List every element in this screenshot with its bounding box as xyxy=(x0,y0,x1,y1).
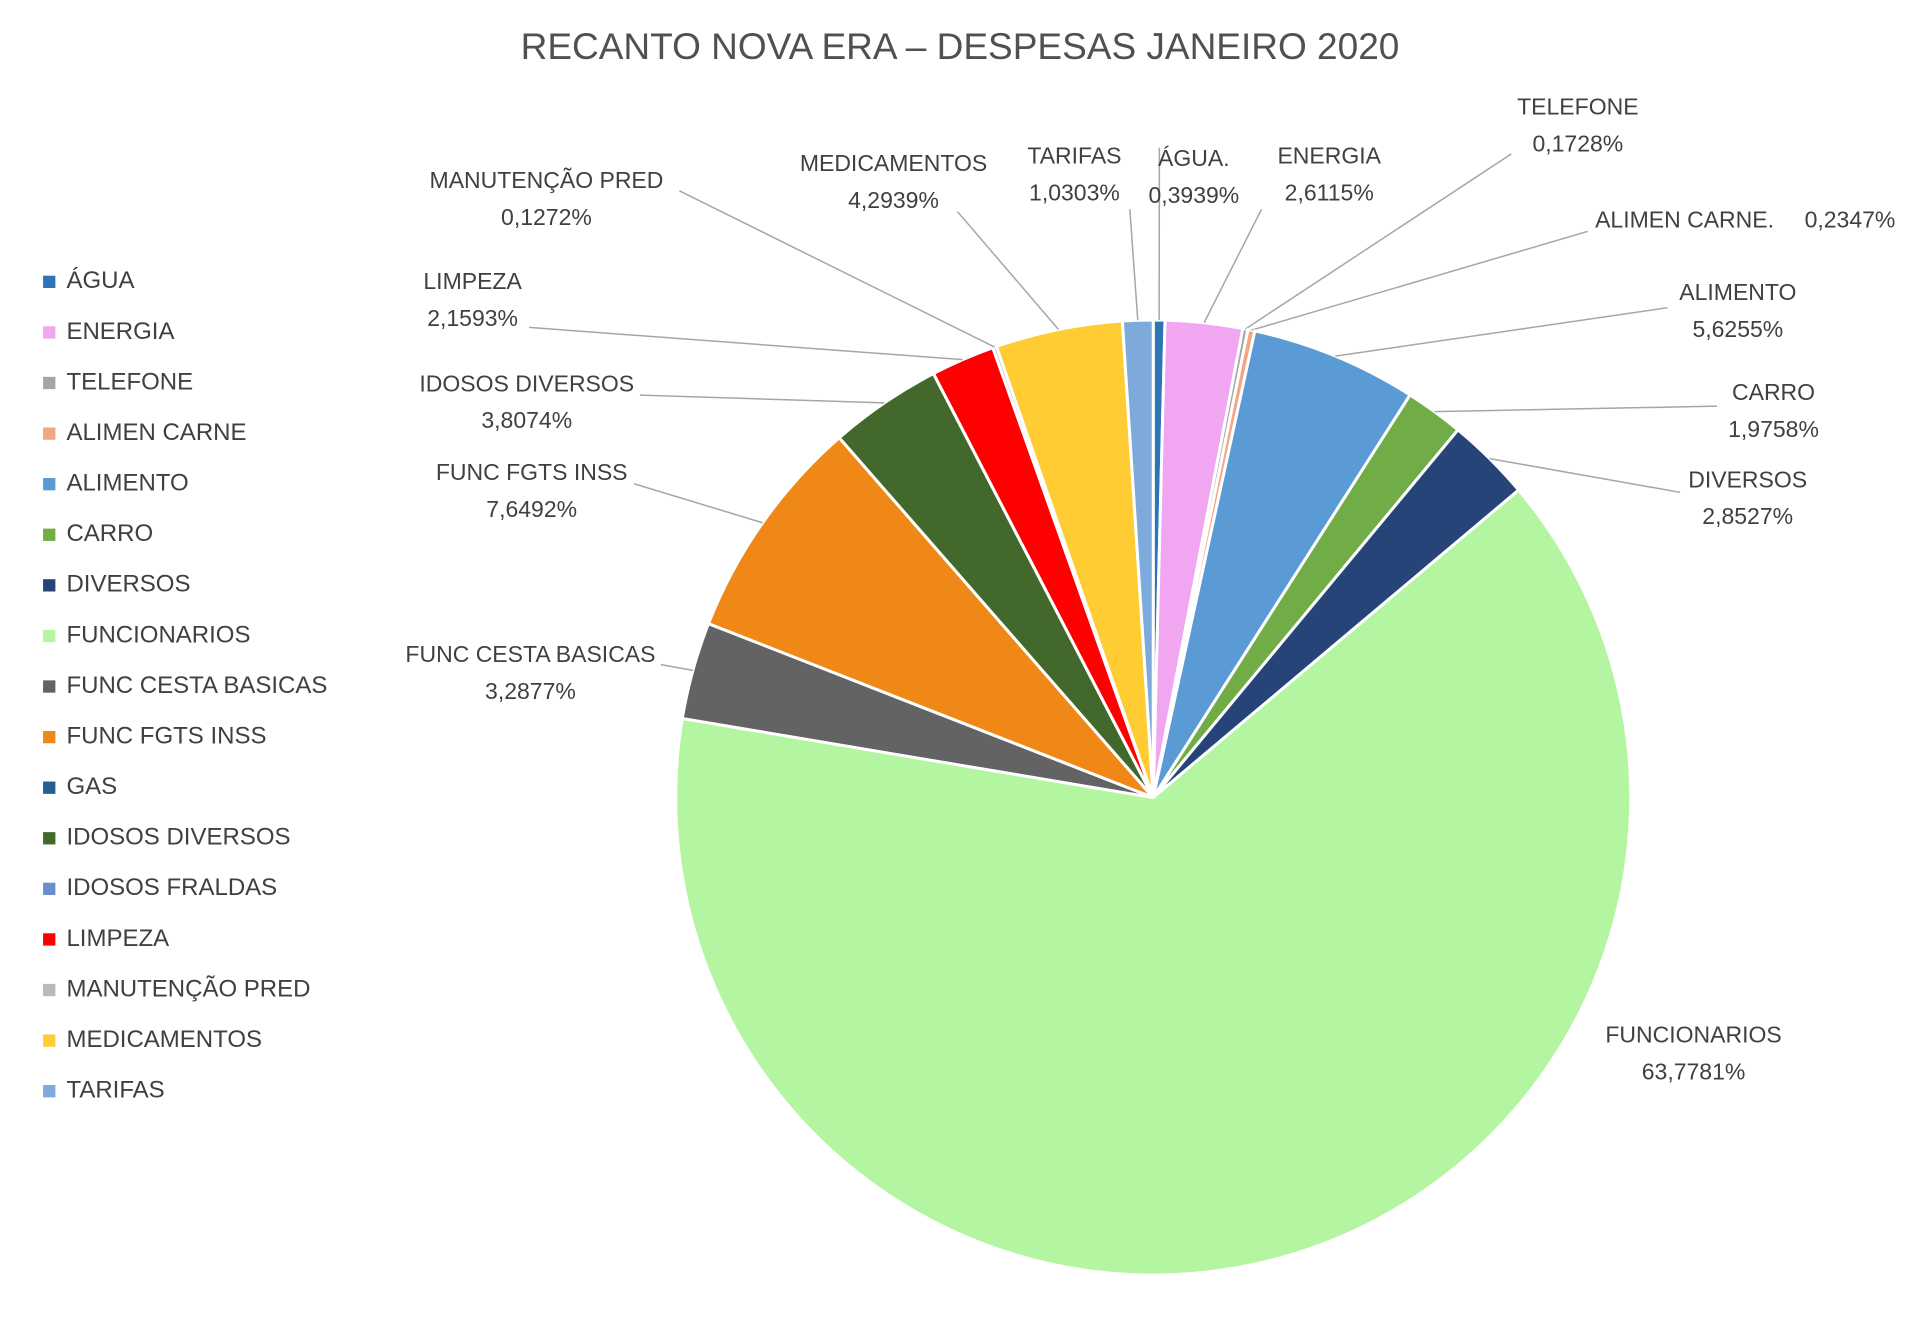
legend-swatch xyxy=(43,983,56,997)
legend-label: GAS xyxy=(66,773,117,800)
data-label-value: 0,1728% xyxy=(1532,130,1623,156)
data-label-value: 3,2877% xyxy=(485,678,576,704)
legend-label: LIMPEZA xyxy=(66,925,169,952)
data-label-value: 2,1593% xyxy=(427,305,518,331)
leader-line xyxy=(529,326,963,361)
legend-label: ÁGUA xyxy=(66,267,134,294)
legend-swatch xyxy=(43,933,56,946)
legend-swatch xyxy=(43,781,56,794)
legend-label: IDOSOS DIVERSOS xyxy=(66,824,290,851)
chart-title: RECANTO NOVA ERA – DESPESAS JANEIRO 2020 xyxy=(521,26,1400,67)
legend-label: TARIFAS xyxy=(66,1077,164,1104)
data-label-name: TARIFAS xyxy=(1027,143,1121,169)
data-label-name: MEDICAMENTOS xyxy=(800,150,987,176)
legend-swatch xyxy=(43,427,56,440)
data-label-value: 1,0303% xyxy=(1029,180,1120,206)
leader-line xyxy=(956,211,1060,330)
legend-label: DIVERSOS xyxy=(66,571,190,598)
data-label-name: ENERGIA xyxy=(1277,143,1381,169)
legend-label: MEDICAMENTOS xyxy=(66,1026,262,1053)
leader-line xyxy=(1434,405,1717,413)
legend-label: ALIMEN CARNE xyxy=(66,419,246,446)
data-label-name: FUNCIONARIOS xyxy=(1605,1021,1781,1047)
data-label-name: ÁGUA. xyxy=(1158,145,1230,171)
leader-line xyxy=(1129,209,1139,321)
data-label-name: CARRO xyxy=(1732,379,1815,405)
leader-line xyxy=(1203,208,1263,324)
legend-swatch xyxy=(43,478,56,491)
data-label-name: ALIMENTO xyxy=(1679,279,1796,305)
data-label-name: IDOSOS DIVERSOS xyxy=(419,370,634,396)
legend-swatch xyxy=(43,730,56,744)
data-label-value: 2,6115% xyxy=(1285,180,1374,206)
pie-slice xyxy=(1151,329,1413,799)
leader-line xyxy=(639,394,885,404)
leader-line xyxy=(660,663,694,672)
pie-slice xyxy=(674,487,1633,1277)
legend-swatch xyxy=(43,680,56,693)
pie-slice xyxy=(706,435,1155,799)
legend-swatch xyxy=(43,629,56,643)
legend-label: FUNCIONARIOS xyxy=(66,621,250,648)
data-label-value: 0,1272% xyxy=(501,204,592,230)
legend-label: ENERGIA xyxy=(66,318,174,345)
legend-swatch xyxy=(43,275,56,288)
legend-label: FUNC FGTS INSS xyxy=(66,722,266,749)
data-label-value: 0,3939% xyxy=(1148,182,1239,208)
leader-line xyxy=(633,482,763,524)
leader-line xyxy=(679,190,995,348)
legend-swatch xyxy=(43,832,56,845)
legend-label: FUNC CESTA BASICAS xyxy=(66,672,327,699)
data-label-name: DIVERSOS xyxy=(1688,466,1807,492)
legend-swatch xyxy=(43,1085,56,1098)
legend-swatch xyxy=(43,376,56,390)
legend-label: TELEFONE xyxy=(66,368,193,395)
data-label-value: 3,8074% xyxy=(481,407,572,433)
data-label-name: FUNC CESTA BASICAS xyxy=(405,641,655,667)
data-label-value: 5,6255% xyxy=(1692,316,1783,342)
data-label-name: FUNC FGTS INSS xyxy=(436,459,628,485)
legend-swatch xyxy=(43,528,56,541)
data-label-value: 0,2347% xyxy=(1805,207,1896,233)
legend-label: MANUTENÇÃO PRED xyxy=(66,975,310,1002)
leader-line xyxy=(1335,306,1668,357)
data-label-name: ALIMEN CARNE. xyxy=(1595,207,1774,233)
data-label-value: 4,2939% xyxy=(848,187,939,213)
data-label-value: 63,7781% xyxy=(1642,1058,1746,1084)
legend-swatch xyxy=(43,326,56,339)
leader-line xyxy=(1251,230,1588,331)
legend-swatch xyxy=(43,1034,56,1047)
data-label-name: MANUTENÇÃO PRED xyxy=(430,167,664,193)
legend-label: CARRO xyxy=(66,520,153,547)
legend-label: IDOSOS FRALDAS xyxy=(66,874,277,901)
data-label-value: 1,9758% xyxy=(1728,416,1819,442)
legend-swatch xyxy=(43,579,56,592)
leader-line xyxy=(1245,153,1512,330)
data-label-value: 2,8527% xyxy=(1702,503,1793,529)
leader-line xyxy=(1489,457,1681,494)
data-label-value: 7,6492% xyxy=(486,496,577,522)
data-label-name: LIMPEZA xyxy=(423,268,522,294)
legend-swatch xyxy=(43,882,56,896)
legend-label: ALIMENTO xyxy=(66,470,188,497)
data-label-name: TELEFONE xyxy=(1517,93,1638,119)
